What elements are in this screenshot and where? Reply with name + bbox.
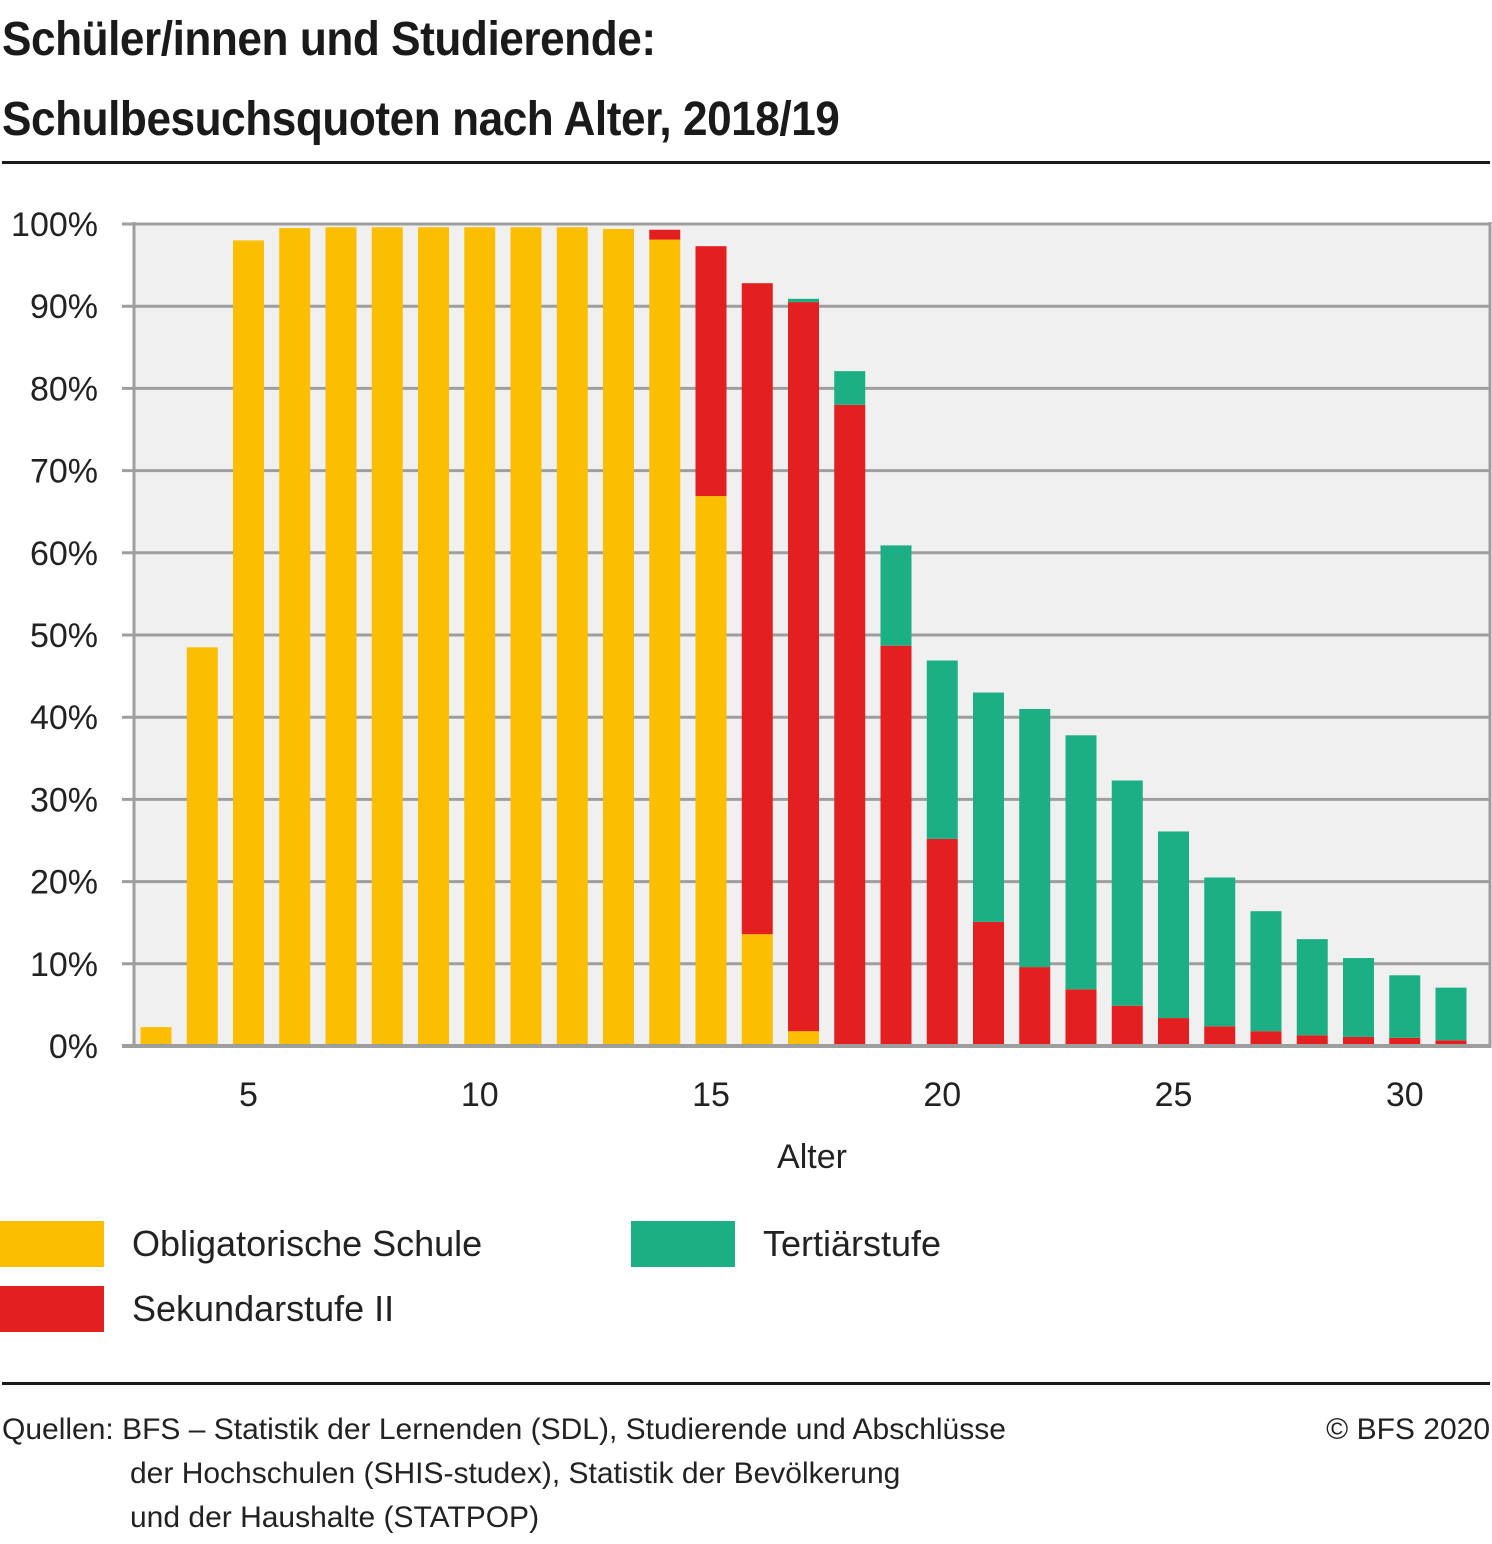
sources-note: Quellen: BFS – Statistik der Lernenden (… [2, 1408, 1006, 1540]
bar-segment [371, 227, 403, 1047]
sources-line-2: der Hochschulen (SHIS-studex), Statistik… [130, 1457, 901, 1490]
stacked-bar-chart: 0% 10% 20% 30% 40% 50% 60% 70% 80% 90% 100% 5 10 15 20… [11, 206, 1492, 1176]
bar-segment [1389, 975, 1421, 1038]
legend-item-sekundarstufe-ii: Sekundarstufe II [0, 1286, 394, 1332]
bar-segment [603, 228, 634, 1046]
bar-segment [1389, 1037, 1421, 1046]
y-tick-label: 10% [30, 946, 98, 984]
bar-segment [1158, 831, 1189, 1019]
bar-segment [1435, 1040, 1467, 1046]
title-line-1: Schüler/innen und Studierende: [2, 13, 656, 66]
bar-segment [186, 647, 218, 1046]
bar-segment [1065, 735, 1097, 990]
x-tick-label: 20 [923, 1076, 961, 1114]
bar-segment [834, 404, 866, 1045]
bar-segment [325, 227, 357, 1047]
bar-segment [649, 239, 681, 1047]
footer-rule [2, 1382, 1490, 1385]
y-tick-label: 20% [30, 864, 98, 902]
x-tick-label: 10 [461, 1076, 499, 1114]
legend-swatch-obligatorische-schule [0, 1221, 104, 1267]
chart-title: Schüler/innen und Studierende: Schulbesu… [2, 0, 840, 160]
bar-segment [510, 227, 542, 1047]
bar-segment [880, 645, 912, 1046]
y-tick-label: 60% [30, 535, 98, 573]
bar-segment [233, 240, 264, 1046]
bar-segment [880, 545, 912, 646]
bar-segment [1204, 1026, 1236, 1046]
bar-segment [1343, 1036, 1374, 1046]
bar-segment [695, 246, 727, 497]
legend-swatch-tertiaerstufe [631, 1221, 735, 1267]
legend-swatch-sekundarstufe-ii [0, 1286, 104, 1332]
bar-segment [1250, 911, 1282, 1032]
y-tick-label: 70% [30, 453, 98, 491]
bar-segment [649, 229, 681, 240]
bar-segment [1204, 877, 1236, 1027]
bar-segment [1019, 708, 1051, 968]
bar-segment [464, 227, 496, 1047]
copyright: © BFS 2020 [1326, 1413, 1490, 1446]
bar-segment [556, 227, 588, 1047]
y-tick-label: 0% [49, 1028, 98, 1066]
bar-segment [1158, 1018, 1189, 1046]
bar-segment [1111, 1005, 1143, 1046]
title-line-2: Schulbesuchsquoten nach Alter, 2018/19 [2, 93, 840, 146]
x-tick-label: 15 [692, 1076, 730, 1114]
bar-segment [788, 302, 819, 1032]
x-tick-label: 30 [1386, 1076, 1424, 1114]
bar-segment [1343, 958, 1374, 1037]
sources-line-3: und der Haushalte (STATPOP) [130, 1501, 540, 1534]
bar-segment [1111, 780, 1143, 1006]
bar-segment [1250, 1031, 1282, 1046]
bar-segment [973, 692, 1004, 922]
bar-segment [926, 660, 958, 839]
bar-segment [1296, 1035, 1328, 1046]
bar-segment [1065, 989, 1097, 1046]
bar-segment [279, 228, 311, 1047]
bar-segment [926, 838, 958, 1046]
x-axis-label: Alter [777, 1138, 847, 1176]
x-tick-label: 5 [239, 1076, 258, 1114]
bar-segment [741, 283, 773, 935]
bar-segment [1296, 939, 1328, 1036]
header-rule [2, 161, 1490, 164]
bar-segment [1435, 987, 1467, 1041]
legend-label: Obligatorische Schule [132, 1223, 483, 1264]
y-tick-label: 90% [30, 288, 98, 326]
legend-label: Tertiärstufe [763, 1223, 942, 1264]
x-tick-label: 25 [1155, 1076, 1193, 1114]
bar-segment [788, 1031, 819, 1046]
bar-segment [418, 227, 449, 1047]
bar-segment [140, 1027, 172, 1046]
legend-label: Sekundarstufe II [132, 1288, 395, 1329]
bar-segment [741, 934, 773, 1046]
legend-item-obligatorische-schule: Obligatorische Schule [0, 1221, 482, 1267]
bar-segment [973, 921, 1004, 1046]
bar-segment [834, 371, 866, 405]
y-tick-label: 30% [30, 781, 98, 819]
bar-segment [695, 496, 727, 1046]
bar-segment [1019, 967, 1051, 1046]
y-tick-label: 50% [30, 617, 98, 655]
y-tick-label: 100% [11, 206, 98, 244]
legend-item-tertiaerstufe: Tertiärstufe [631, 1221, 941, 1267]
sources-line-1: Quellen: BFS – Statistik der Lernenden (… [2, 1413, 1006, 1446]
y-tick-label: 80% [30, 370, 98, 408]
bar-segment [788, 298, 819, 303]
y-tick-label: 40% [30, 699, 98, 737]
